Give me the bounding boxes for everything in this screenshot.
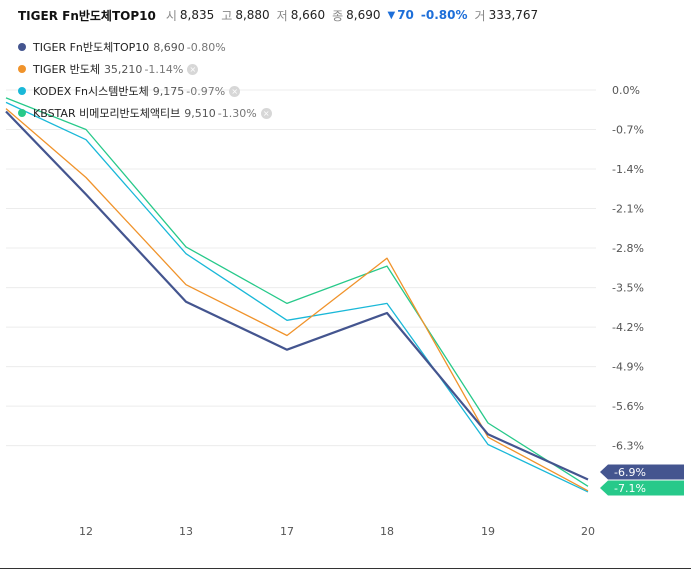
chart-bottom-border xyxy=(0,568,691,569)
volume-value: 333,767 xyxy=(488,8,539,22)
ticker-name: TIGER Fn반도체TOP10 xyxy=(18,8,156,23)
y-tick-label: -6.3% xyxy=(612,440,644,453)
legend-dot xyxy=(18,43,26,51)
legend-item-kbstar-nonmemory-semi[interactable]: KBSTAR 비메모리반도체액티브 9,510 -1.30% × xyxy=(18,102,272,124)
remove-series-close-icon[interactable]: × xyxy=(187,63,199,75)
y-tick-label: -3.5% xyxy=(612,282,644,295)
legend-name: TIGER Fn반도체TOP10 xyxy=(33,41,150,54)
y-tick-label: -4.9% xyxy=(612,361,644,374)
legend-name: KBSTAR 비메모리반도체액티브 xyxy=(33,107,181,120)
end-value-label: -7.1% xyxy=(614,482,646,495)
low-label: 저 xyxy=(276,8,288,23)
legend-price: 35,210 xyxy=(103,62,143,76)
legend-percent: -0.97% xyxy=(186,84,226,98)
series-line xyxy=(5,108,589,492)
volume-label: 거 xyxy=(474,8,486,23)
remove-series-close-icon[interactable]: × xyxy=(229,85,241,97)
high-label: 고 xyxy=(221,8,233,23)
y-tick-label: -4.2% xyxy=(612,321,644,334)
series-line xyxy=(5,110,589,481)
end-value-label: -6.9% xyxy=(614,466,646,479)
y-tick-label: -5.6% xyxy=(612,400,644,413)
open-value: 8,835 xyxy=(179,8,215,22)
remove-series-close-icon[interactable]: × xyxy=(260,107,272,119)
legend-price: 8,690 xyxy=(153,40,185,54)
y-tick-label: -1.4% xyxy=(612,163,644,176)
legend-item-tiger-semi[interactable]: TIGER 반도체 35,210 -1.14% × xyxy=(18,58,272,80)
series-line xyxy=(5,97,589,487)
end-value-tag xyxy=(600,464,684,480)
chart-legend: TIGER Fn반도체TOP10 8,690 -0.80% TIGER 반도체 … xyxy=(18,36,272,124)
y-tick-label: -2.8% xyxy=(612,242,644,255)
change-value: 70 xyxy=(397,8,414,22)
legend-name: KODEX Fn시스템반도체 xyxy=(33,85,149,98)
x-tick-label: 20 xyxy=(581,525,595,538)
x-tick-label: 18 xyxy=(380,525,394,538)
y-tick-label: 0.0% xyxy=(612,84,640,97)
legend-dot xyxy=(18,87,26,95)
close-label: 종 xyxy=(332,8,344,23)
x-tick-label: 13 xyxy=(179,525,193,538)
legend-dot xyxy=(18,109,26,117)
open-label: 시 xyxy=(165,8,177,23)
close-value: 8,690 xyxy=(346,8,381,22)
y-tick-label: -0.7% xyxy=(612,124,644,137)
high-value: 8,880 xyxy=(235,8,270,22)
legend-item-kodex-fn-system-semi[interactable]: KODEX Fn시스템반도체 9,175 -0.97% × xyxy=(18,80,272,102)
series-line xyxy=(5,101,589,493)
down-arrow-icon: ▼ xyxy=(387,9,396,21)
end-value-tag xyxy=(600,480,684,496)
x-tick-label: 12 xyxy=(79,525,93,538)
legend-percent: -1.14% xyxy=(144,62,184,76)
low-value: 8,660 xyxy=(290,8,326,22)
change-percent: -0.80% xyxy=(420,8,468,22)
x-tick-label: 17 xyxy=(280,525,294,538)
legend-name: TIGER 반도체 xyxy=(33,63,100,76)
legend-dot xyxy=(18,65,26,73)
legend-item-tiger-fn-semi-top10[interactable]: TIGER Fn반도체TOP10 8,690 -0.80% xyxy=(18,36,272,58)
legend-percent: -1.30% xyxy=(217,106,257,120)
x-tick-label: 19 xyxy=(481,525,495,538)
chart-header: TIGER Fn반도체TOP10 시 8,835 고 8,880 저 8,660… xyxy=(18,6,545,24)
legend-percent: -0.80% xyxy=(186,40,226,54)
legend-price: 9,175 xyxy=(152,84,185,98)
y-tick-label: -2.1% xyxy=(612,203,644,216)
legend-price: 9,510 xyxy=(184,106,216,120)
